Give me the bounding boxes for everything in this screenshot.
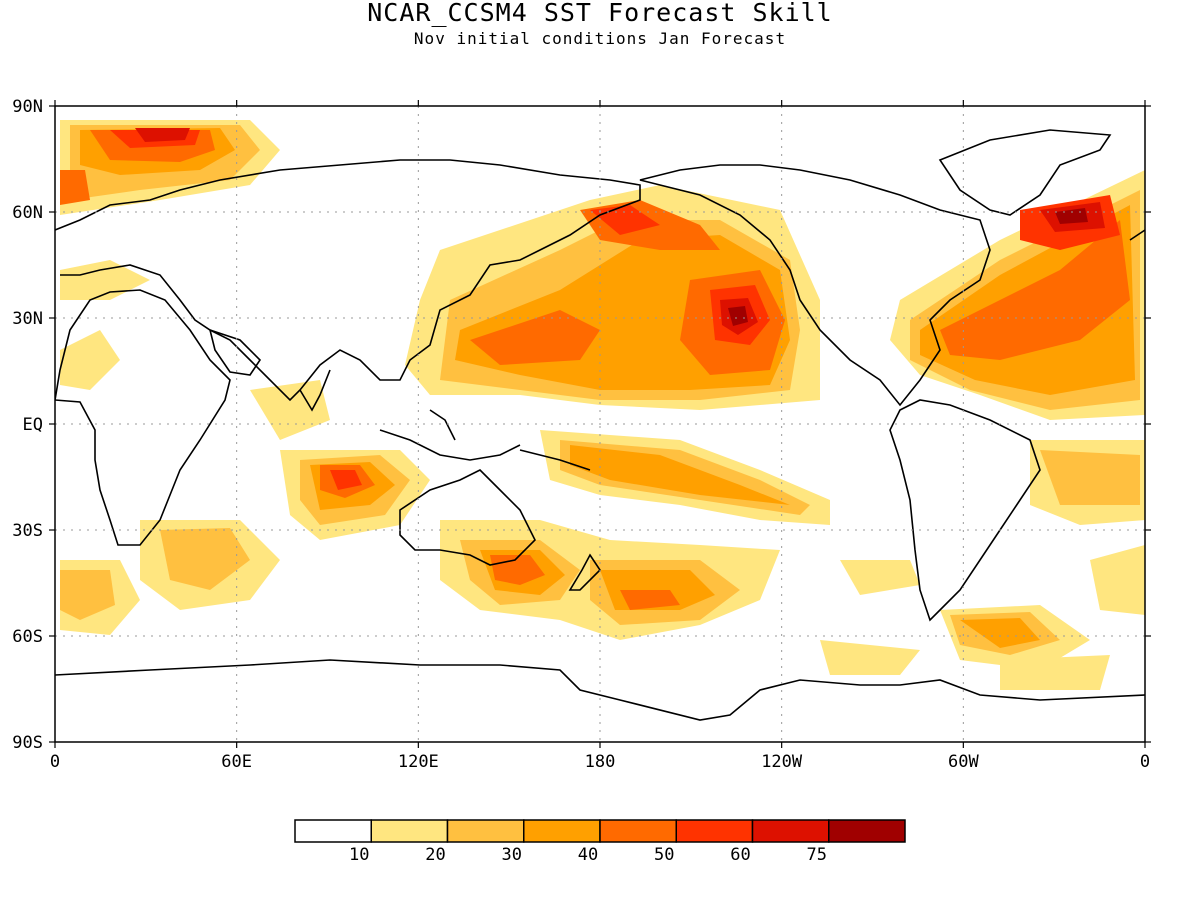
lon-tick-label: 0 <box>50 752 60 772</box>
graticule <box>55 106 1145 742</box>
legend-label: 60 <box>730 845 750 865</box>
legend-label: 40 <box>578 845 598 865</box>
lat-tick-label: 30S <box>12 521 43 541</box>
legend-swatch <box>294 819 372 843</box>
lat-tick-label: EQ <box>23 415 43 435</box>
legend-label: 50 <box>654 845 674 865</box>
lat-tick-label: 60S <box>12 627 43 647</box>
longitude-labels: 0 60E 120E 180 120W 60W 0 <box>50 752 1150 772</box>
axis-ticks <box>49 100 1151 748</box>
lon-tick-label: 60W <box>948 752 979 772</box>
legend-swatch <box>828 819 906 843</box>
legend-swatch <box>370 819 449 843</box>
lon-tick-label: 0 <box>1140 752 1150 772</box>
legend-swatch <box>675 819 754 843</box>
latitude-labels: 90N 60N 30N EQ 30S 60S 90S <box>12 97 43 753</box>
legend-swatch <box>751 819 830 843</box>
skill-field <box>55 120 1145 721</box>
lat-tick-label: 90N <box>12 97 43 117</box>
legend-label: 75 <box>807 845 827 865</box>
legend-label: 10 <box>349 845 369 865</box>
legend-label: 30 <box>502 845 522 865</box>
lat-tick-label: 60N <box>12 203 43 223</box>
lon-tick-label: 120W <box>761 752 803 772</box>
color-legend: 10 20 30 40 50 60 75 <box>294 819 906 865</box>
legend-swatch <box>446 819 525 843</box>
coastlines <box>55 129 1145 721</box>
lat-tick-label: 30N <box>12 309 43 329</box>
chart-subtitle: Nov initial conditions Jan Forecast <box>413 29 787 48</box>
lat-tick-label: 90S <box>12 733 43 753</box>
legend-swatch <box>523 819 601 843</box>
legend-label: 20 <box>425 845 445 865</box>
chart-title: NCAR_CCSM4 SST Forecast Skill <box>367 0 833 27</box>
legend-swatch <box>599 819 677 843</box>
lon-tick-label: 180 <box>585 752 616 772</box>
lon-tick-label: 120E <box>398 752 439 772</box>
lon-tick-label: 60E <box>221 752 252 772</box>
